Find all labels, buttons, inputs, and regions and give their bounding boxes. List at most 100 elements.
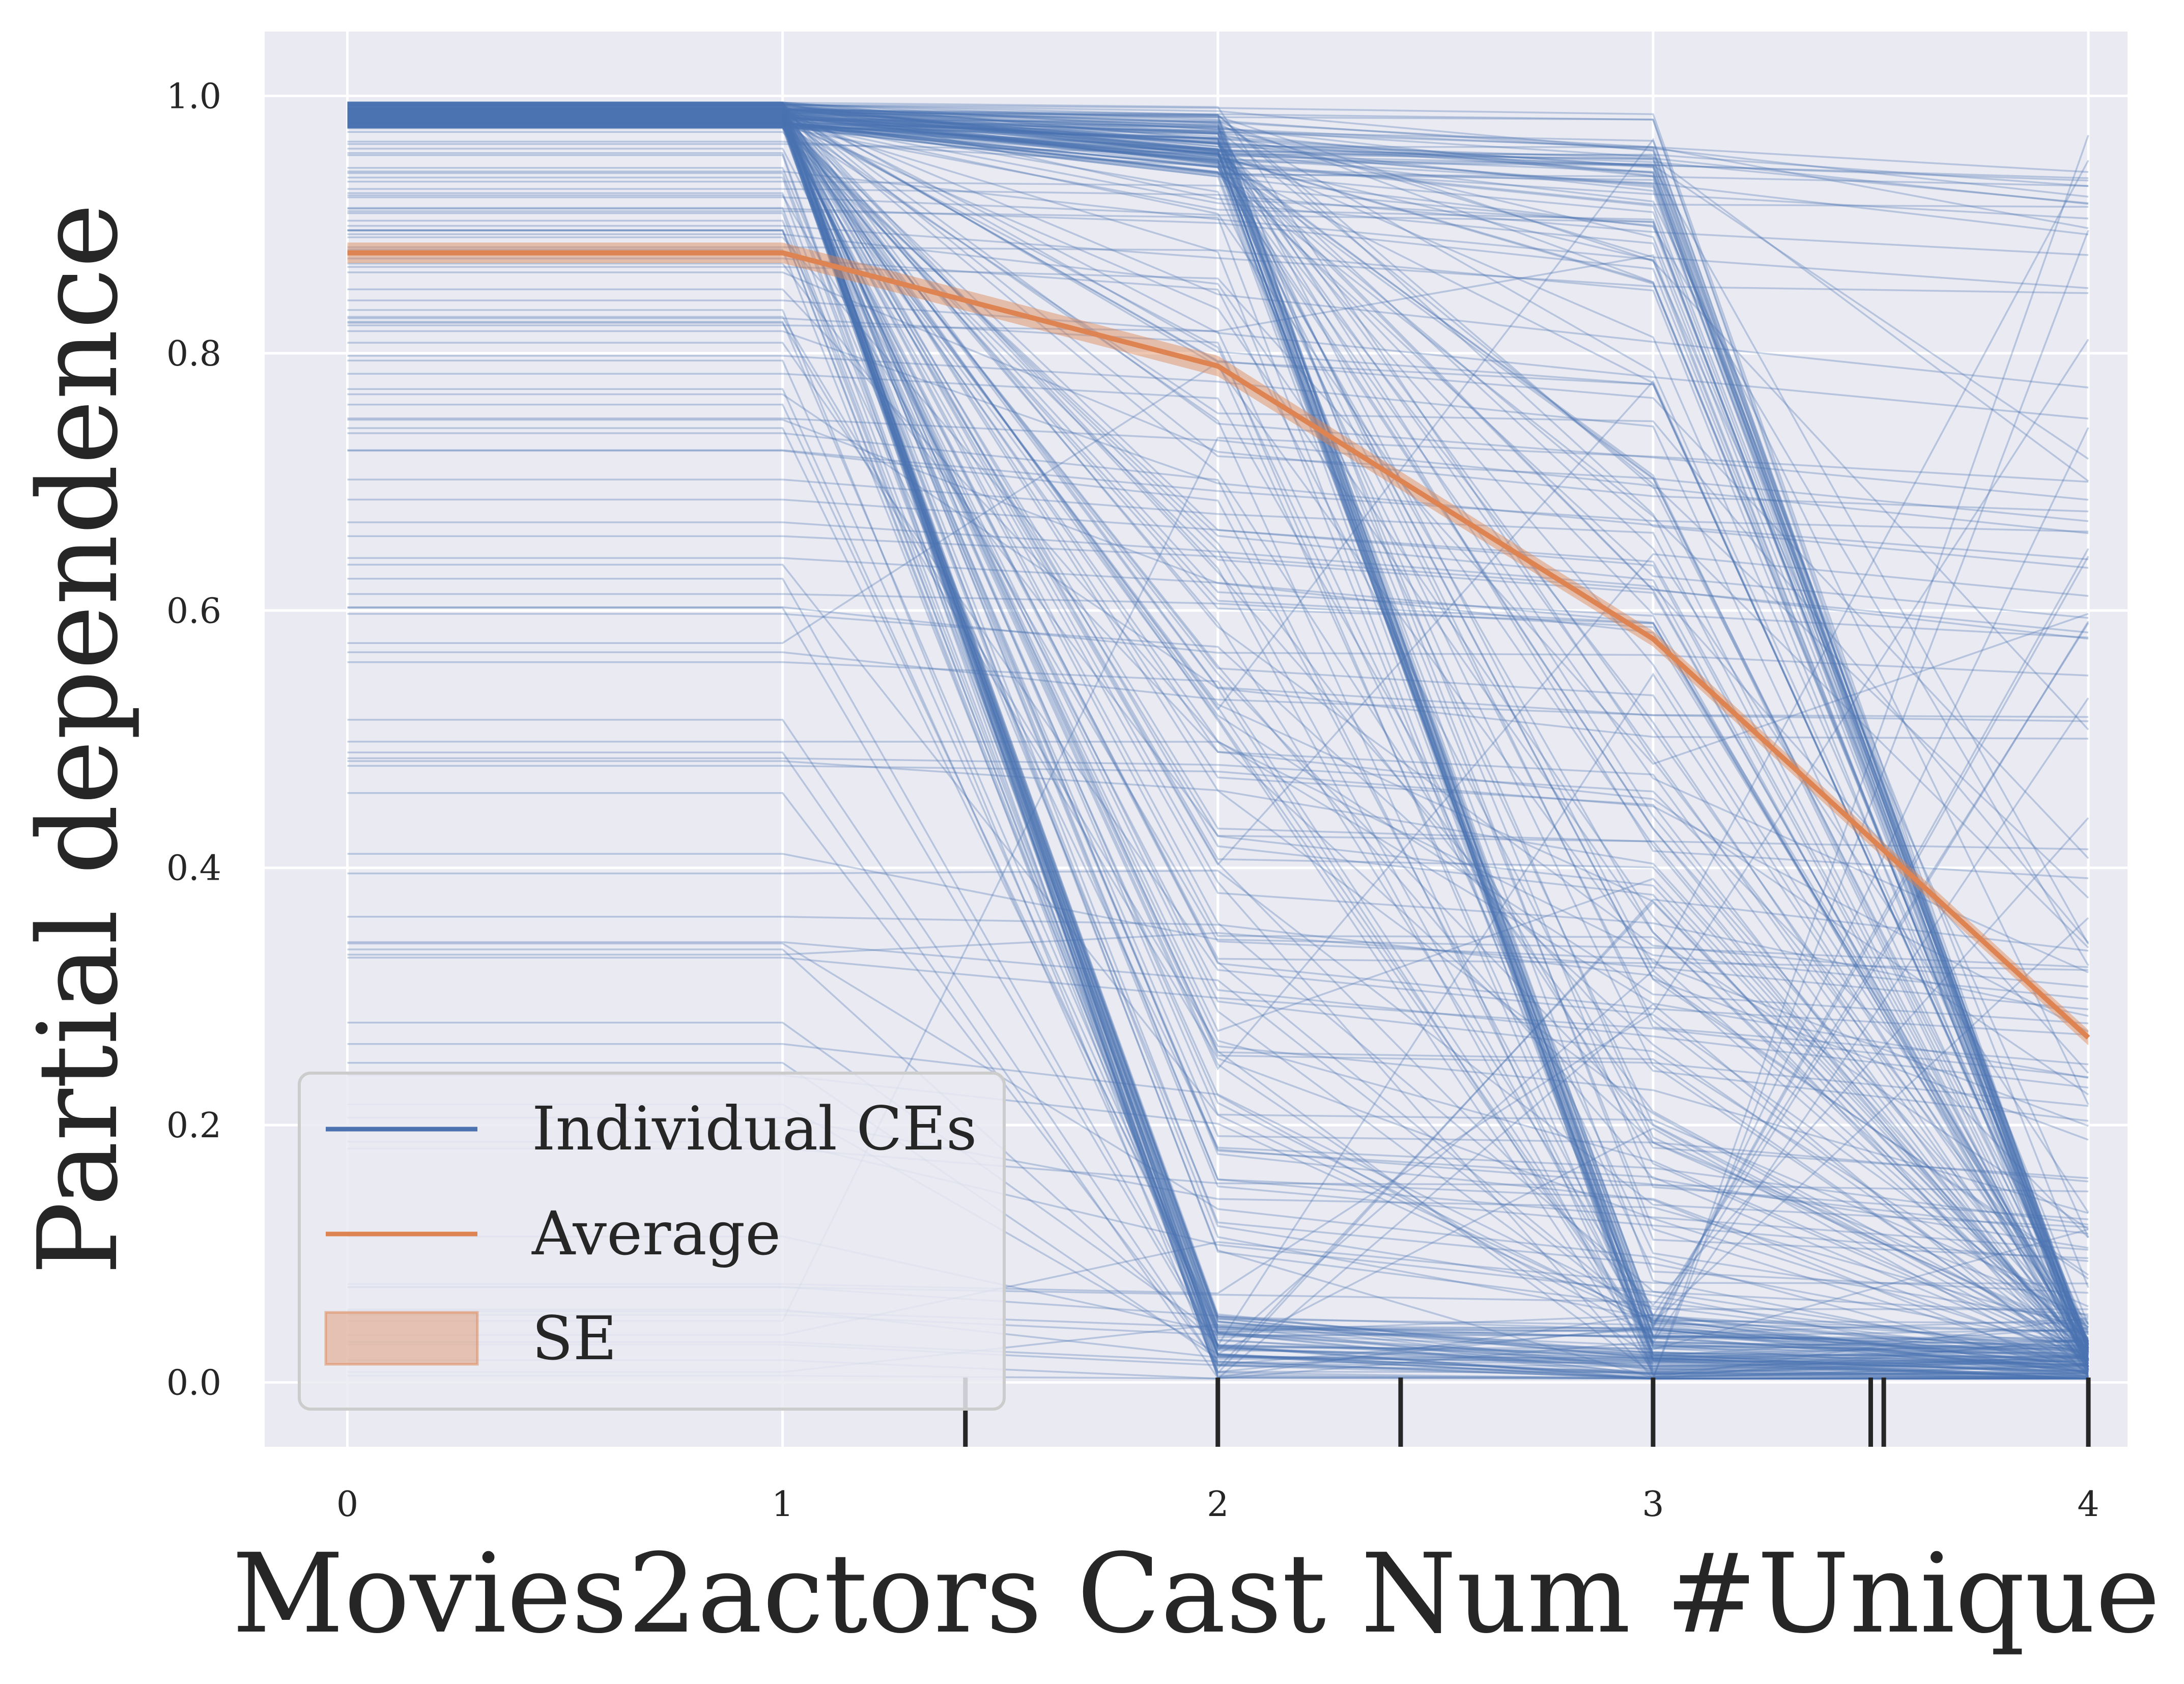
legend-label-average: Average <box>531 1198 781 1269</box>
ice-line <box>347 229 2089 1374</box>
ice-line <box>347 111 2089 1259</box>
ice-line <box>347 107 2089 1380</box>
ice-line <box>347 111 2089 1230</box>
ice-line <box>347 107 2089 1371</box>
ice-line <box>347 479 2089 1365</box>
ice-line <box>347 126 2089 1353</box>
ice-line <box>347 124 2089 1362</box>
ice-line <box>347 760 2089 1343</box>
ice-line <box>347 122 2089 1351</box>
ice-line <box>347 103 2089 1366</box>
ice-line <box>347 119 2089 1357</box>
ice-line <box>347 101 2089 1367</box>
ice-line <box>347 109 2089 1262</box>
ice-line <box>347 112 2089 1375</box>
ice-line <box>347 916 2089 1280</box>
ice-line <box>347 317 2089 1375</box>
ice-line <box>347 114 2089 1024</box>
ice-line <box>347 123 2089 1342</box>
ice-line <box>347 108 2089 1370</box>
ice-line <box>347 131 2089 1358</box>
ice-line <box>347 427 2089 1376</box>
ice-line <box>347 123 2089 1360</box>
ice-line <box>347 104 2089 1377</box>
ice-line <box>347 106 2089 1376</box>
ice-line <box>347 321 2089 1338</box>
ice-line <box>347 116 2089 1355</box>
ice-line <box>347 167 2089 1348</box>
y-tick-labels: 0.0 0.2 0.4 0.6 0.8 1.0 <box>166 76 221 1403</box>
ice-line <box>347 113 2089 1350</box>
ice-line <box>347 116 2089 1328</box>
ice-line <box>347 126 2089 1364</box>
ice-line <box>347 101 2089 899</box>
ice-line <box>347 116 2089 1380</box>
legend: Individual CEs Average SE <box>298 1072 1006 1411</box>
ice-line <box>347 104 2089 1349</box>
ice-line <box>347 102 2089 1353</box>
ice-line <box>347 181 2089 1345</box>
ice-line <box>347 948 2089 1380</box>
ice-line <box>347 957 2089 1078</box>
ice-line <box>347 271 2089 513</box>
ice-line <box>347 116 2089 1071</box>
ice-line <box>347 117 2089 1294</box>
ice-line <box>347 112 2089 880</box>
ice-line <box>347 355 2089 1360</box>
ice-line <box>347 449 2089 533</box>
ice-line <box>347 557 2089 1364</box>
ice-line <box>347 116 2089 1362</box>
ice-line <box>347 117 2089 1373</box>
ice-line <box>347 110 2089 1141</box>
y-tick-label-4: 0.8 <box>166 334 221 374</box>
ice-line <box>347 102 2089 1375</box>
ice-line <box>347 108 2089 1361</box>
ice-line <box>347 101 2089 1325</box>
ice-line <box>347 120 2089 1351</box>
ice-line <box>347 607 2089 1365</box>
ice-line <box>347 107 2089 420</box>
ice-line <box>347 123 2089 1326</box>
ice-line <box>347 122 2089 973</box>
ice-line <box>347 116 2089 1361</box>
ice-line <box>347 123 2089 1036</box>
ice-line <box>347 116 2089 1378</box>
ice-line <box>347 116 2089 1360</box>
ice-line <box>347 299 2089 1323</box>
ice-line <box>347 246 2089 1378</box>
ice-line <box>347 110 2089 1368</box>
ice-line <box>347 115 2089 1355</box>
ice-line <box>347 111 2089 482</box>
ice-line <box>347 122 2089 1288</box>
ice-line <box>347 109 2089 1349</box>
ice-line <box>347 114 2089 569</box>
ice-line <box>347 108 2089 1380</box>
ice-line <box>347 104 2089 1344</box>
ice-line <box>347 266 2089 765</box>
ice-line <box>347 192 2089 1355</box>
ice-line <box>347 103 2089 1356</box>
ice-line <box>347 113 2089 1378</box>
ice-line <box>347 432 2089 1350</box>
ice-line <box>347 103 2089 1367</box>
ice-line <box>347 757 2089 1239</box>
ice-line <box>347 1043 2089 1310</box>
ice-line <box>347 322 2089 1357</box>
ice-line <box>347 194 2089 1348</box>
ice-line <box>347 262 2089 851</box>
ice-line <box>347 113 2089 859</box>
ice-line <box>347 719 2089 1378</box>
ice-line <box>347 124 2089 1349</box>
ice-line <box>347 111 2089 1380</box>
ice-line <box>347 418 2089 1342</box>
ice-line <box>347 116 2089 1345</box>
ice-line <box>347 117 2089 1351</box>
ice-line <box>347 114 2089 1380</box>
ice-line <box>347 1022 2089 1366</box>
ice-line <box>347 651 2089 718</box>
legend-box <box>298 1072 1006 1411</box>
ice-line <box>347 118 2089 1096</box>
ice-line <box>347 127 2089 1341</box>
ice-line <box>347 123 2089 1333</box>
ice-line <box>347 103 2089 1371</box>
